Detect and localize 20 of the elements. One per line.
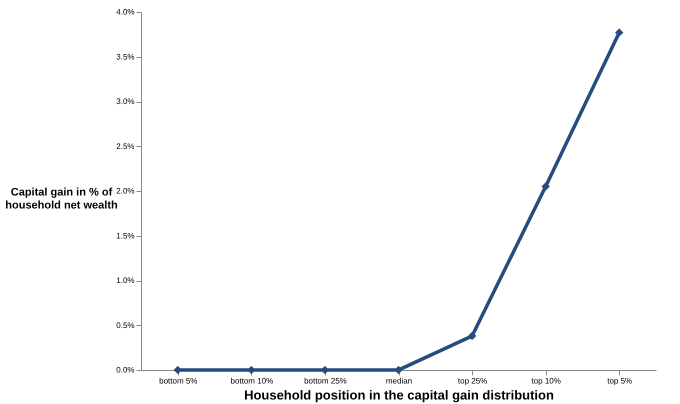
x-tick-label: top 25% (458, 376, 488, 386)
point (541, 182, 550, 191)
x-tick-label: top 10% (531, 376, 561, 386)
y-tick-label: 0.5% (116, 320, 134, 330)
y-tick-label: 4.0% (116, 8, 134, 16)
y-tick-label: 2.5% (116, 142, 134, 151)
x-tick-label: bottom 10% (230, 376, 274, 386)
x-tick-label: top 5% (607, 376, 632, 386)
y-tick-label: 3.5% (116, 52, 134, 62)
point (468, 332, 476, 340)
y-tick-label: 0.0% (116, 366, 134, 374)
x-tick-label: bottom 5% (159, 376, 198, 386)
y-tick-label: 1.0% (116, 276, 134, 285)
y-tick-label: 2.0% (116, 186, 134, 196)
x-tick-label: bottom 25% (304, 376, 347, 386)
y-tick-label: 3.0% (116, 97, 134, 106)
y-tick-label: 1.5% (116, 231, 134, 240)
x-axis-title: Household position in the capital gain distribution (244, 388, 554, 402)
point (615, 28, 624, 37)
x-tick-label: median (386, 376, 412, 386)
